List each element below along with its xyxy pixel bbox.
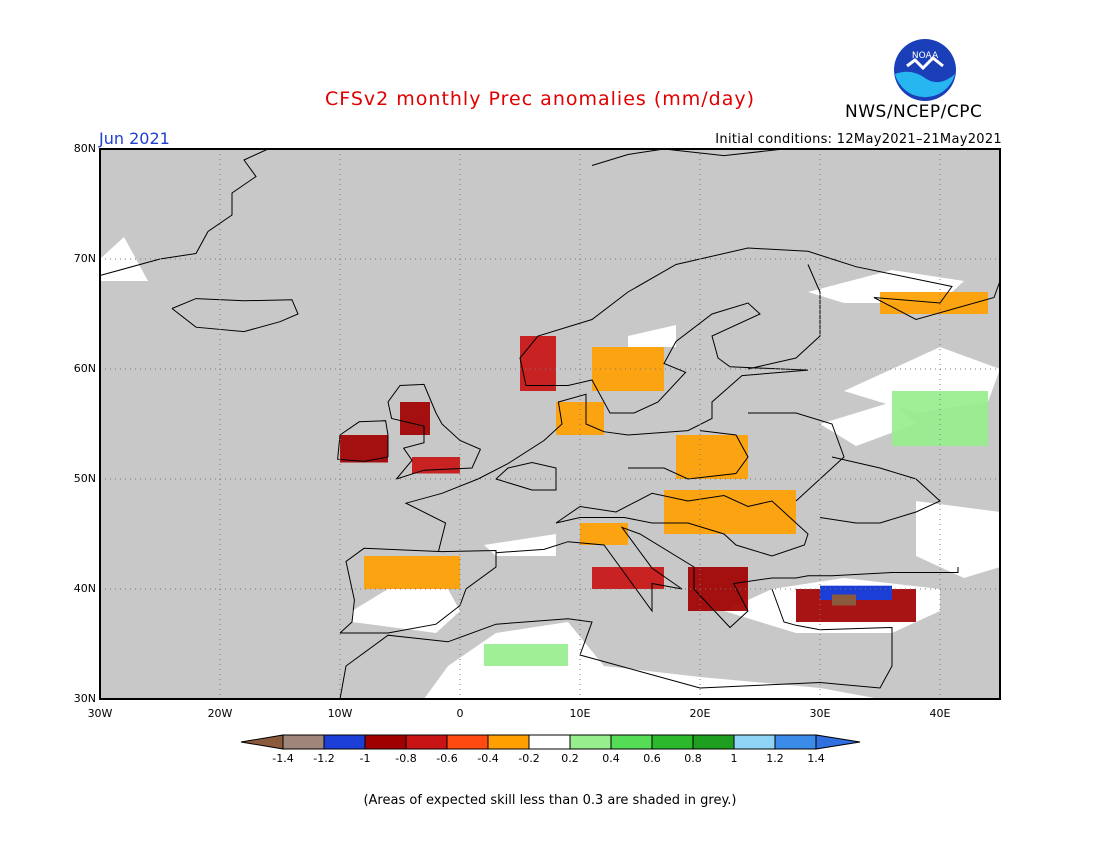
- near-normal-area-3: [916, 501, 1000, 578]
- coastline-12: [628, 430, 749, 480]
- colorbar-segment: [651, 734, 694, 750]
- colorbar-tick-label: 1.2: [766, 752, 784, 765]
- anomaly-region-southern-britain: [412, 457, 460, 474]
- lon-label: 10E: [569, 707, 591, 720]
- colorbar-tick-label: -1: [359, 752, 371, 765]
- skill-note: (Areas of expected skill less than 0.3 a…: [363, 793, 737, 808]
- colorbar-tick-label: -1.4: [272, 752, 294, 765]
- coastline-10: [555, 492, 809, 557]
- colorbar-segment: [610, 734, 653, 750]
- coastline-1: [495, 526, 959, 629]
- anomaly-region-ireland: [340, 435, 388, 463]
- anomaly-region-southern-norway: [520, 336, 556, 391]
- colorbar-segment: [528, 734, 571, 750]
- logo-text: NOAA: [912, 51, 939, 61]
- colorbar-tick-label: 0.6: [643, 752, 661, 765]
- lat-label: 50N: [73, 472, 96, 485]
- coastline-13: [748, 412, 845, 502]
- anomaly-region-iberia-north: [364, 556, 460, 589]
- colorbar-segment: [569, 734, 612, 750]
- near-normal-area-1: [352, 589, 460, 633]
- colorbar-tick-label: 1.4: [807, 752, 825, 765]
- colorbar-segment: [364, 734, 407, 750]
- coastline-3: [339, 618, 821, 700]
- anomaly-region-poland: [676, 435, 748, 479]
- noaa-logo: NOAA: [893, 38, 957, 102]
- anomaly-region-northern-italy: [580, 523, 628, 545]
- coastline-5: [387, 383, 482, 480]
- lon-label: 10W: [327, 707, 353, 720]
- anomaly-region-denmark: [556, 402, 604, 435]
- lat-label: 30N: [73, 692, 96, 705]
- coastline-14: [819, 456, 941, 524]
- lon-label: 0: [456, 707, 464, 720]
- anomaly-region-north-africa-west: [484, 644, 568, 666]
- coastline-0: [339, 547, 497, 634]
- lon-label: 20E: [689, 707, 711, 720]
- lat-label: 70N: [73, 252, 96, 265]
- coastline-8: [99, 148, 269, 276]
- initial-conditions: Initial conditions: 12May2021–21May2021: [715, 132, 1002, 147]
- coastline-15: [747, 264, 821, 370]
- near-normal-area-0: [340, 622, 880, 699]
- lon-label: 40E: [929, 707, 951, 720]
- colorbar-right-arrow: [815, 734, 861, 750]
- map-title: CFSv2 monthly Prec anomalies (mm/day): [324, 88, 756, 110]
- colorbar-tick-label: -0.8: [395, 752, 417, 765]
- turkey-strong-core: [832, 594, 856, 606]
- anomaly-region-balkans: [688, 567, 748, 611]
- map-frame: [99, 148, 1001, 700]
- coastline-2: [771, 588, 893, 689]
- colorbar-tick-label: 1: [730, 752, 738, 765]
- colorbar-tick-label: -1.2: [313, 752, 335, 765]
- colorbar-segment: [323, 734, 366, 750]
- agency-label: NWS/NCEP/CPC: [845, 102, 983, 122]
- colorbar-segment: [282, 734, 325, 750]
- coastline-4: [404, 247, 1001, 552]
- anomaly-region-russia-central: [892, 391, 988, 446]
- lon-label: 30W: [87, 707, 113, 720]
- colorbar-tick-label: 0.8: [684, 752, 702, 765]
- colorbar-segment: [733, 734, 776, 750]
- colorbar-tick-label: -0.6: [436, 752, 458, 765]
- forecast-month: Jun 2021: [99, 129, 170, 148]
- colorbar-segment: [405, 734, 448, 750]
- near-normal-area-7: [100, 237, 148, 281]
- colorbar-segment: [774, 734, 817, 750]
- colorbar-segment: [692, 734, 735, 750]
- colorbar-segment: [446, 734, 489, 750]
- colorbar-left-arrow: [240, 734, 284, 750]
- coastline-7: [171, 298, 299, 333]
- lat-label: 60N: [73, 362, 96, 375]
- anomaly-region-southern-sweden: [592, 347, 664, 391]
- colorbar-tick-label: 0.4: [602, 752, 620, 765]
- colorbar-segment: [487, 734, 530, 750]
- coastline-6: [337, 420, 389, 462]
- lon-label: 30E: [809, 707, 831, 720]
- lat-label: 80N: [73, 142, 96, 155]
- anomaly-region-northern-britain: [400, 402, 430, 435]
- anomaly-region-hungary-romania: [664, 490, 796, 534]
- colorbar-tick-label: -0.2: [518, 752, 540, 765]
- near-normal-area-9: [628, 325, 676, 347]
- lat-label: 40N: [73, 582, 96, 595]
- lon-label: 20W: [207, 707, 233, 720]
- colorbar-tick-label: -0.4: [477, 752, 499, 765]
- near-normal-area-6: [484, 534, 556, 556]
- colorbar-tick-label: 0.2: [561, 752, 579, 765]
